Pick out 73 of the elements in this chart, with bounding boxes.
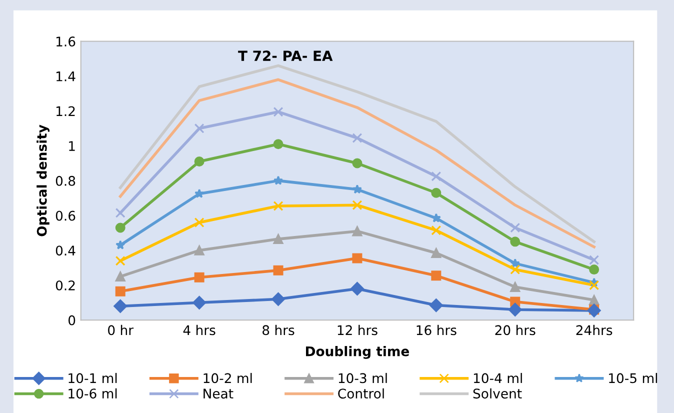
- point: [589, 295, 600, 306]
- point: [589, 264, 600, 275]
- point: [115, 286, 126, 296]
- point: [194, 272, 204, 282]
- point: [272, 292, 285, 306]
- point: [431, 188, 442, 198]
- x-axis-title: Doubling time: [306, 346, 410, 359]
- point: [273, 106, 284, 117]
- point: [352, 200, 362, 210]
- x-tick-label: 16 hrs: [416, 324, 456, 336]
- y-tick-label: 0.4: [56, 246, 76, 256]
- x-tick-label: 12 hrs: [338, 324, 378, 336]
- point: [431, 225, 442, 236]
- point: [508, 302, 522, 316]
- point: [192, 296, 206, 310]
- x-tick-label: 4 hrs: [183, 324, 216, 336]
- legend-label: 10-3 ml: [338, 372, 387, 384]
- y-tick-label: 0.2: [56, 280, 75, 290]
- point: [352, 253, 362, 264]
- point: [115, 256, 126, 266]
- point: [510, 236, 520, 247]
- y-tick-label: 0.8: [56, 176, 76, 186]
- y-tick-label: 0.6: [56, 210, 76, 221]
- point: [589, 280, 600, 290]
- point: [350, 282, 364, 296]
- point: [510, 222, 520, 233]
- point: [431, 248, 442, 258]
- point: [352, 158, 362, 168]
- point: [587, 304, 601, 318]
- y-axis-title: Optical density: [36, 124, 50, 236]
- point: [194, 188, 204, 198]
- point: [115, 272, 126, 282]
- point: [194, 218, 204, 228]
- legend-label: Solvent: [473, 388, 522, 399]
- point: [273, 176, 284, 185]
- point: [429, 298, 443, 312]
- point: [352, 133, 362, 143]
- legend-label: Neat: [204, 388, 234, 399]
- point: [352, 226, 362, 236]
- point: [431, 213, 441, 222]
- text: T 72- PA- EA: [238, 50, 333, 61]
- point: [589, 254, 600, 265]
- y-tick-label: 1.2: [56, 106, 75, 116]
- legend-label: 10-6 ml: [68, 388, 117, 399]
- point: [431, 171, 442, 182]
- point: [116, 240, 126, 250]
- point: [194, 156, 204, 167]
- point: [115, 208, 126, 218]
- point: [352, 184, 362, 194]
- point: [115, 222, 126, 233]
- y-tick-label: 1.4: [56, 72, 76, 82]
- point: [431, 270, 442, 281]
- x-tick-label: 0 hr: [108, 324, 134, 336]
- legend-label: 10-1 ml: [68, 372, 117, 384]
- y-tick-label: 1: [69, 141, 75, 151]
- y-tick-label: 1.6: [56, 36, 76, 46]
- point: [273, 139, 284, 150]
- point: [273, 265, 284, 276]
- point: [510, 282, 520, 292]
- point: [114, 299, 128, 313]
- point: [273, 200, 284, 211]
- legend-label: Control: [338, 388, 384, 399]
- legend-label: 10-4 ml: [474, 372, 522, 384]
- x-tick-label: 24hrs: [576, 324, 612, 336]
- point: [194, 245, 204, 256]
- x-tick-label: 20 hrs: [495, 324, 536, 336]
- point: [194, 123, 204, 134]
- x-tick-label: 8 hrs: [262, 324, 294, 336]
- legend-label: 10-2 ml: [204, 372, 252, 384]
- point: [510, 264, 520, 275]
- legend-label: 10-5 ml: [609, 372, 658, 384]
- point: [273, 234, 284, 244]
- y-tick-label: 0: [68, 315, 76, 326]
